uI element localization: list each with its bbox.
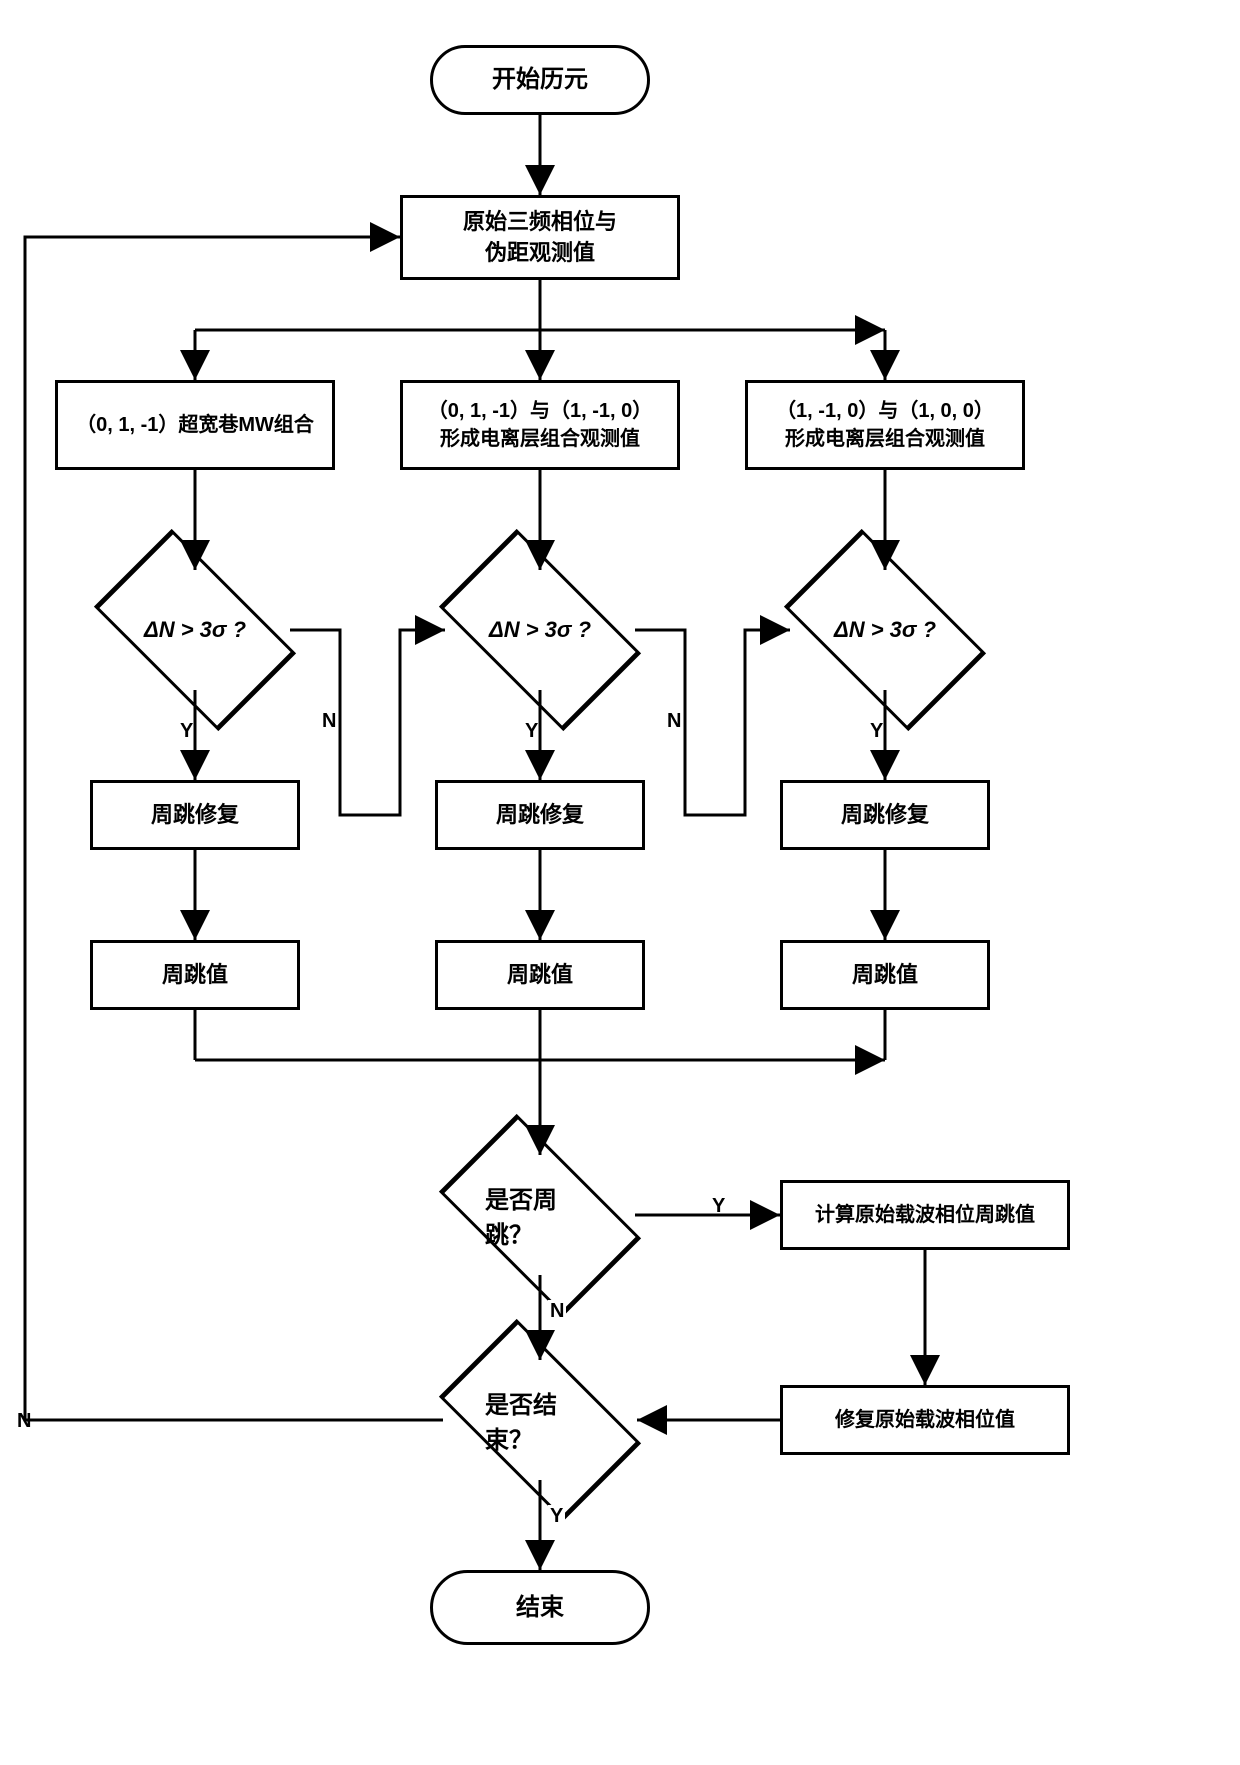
col3-obs-node: （1, -1, 0）与（1, 0, 0）形成电离层组合观测值 (745, 380, 1025, 470)
end-node: 结束 (430, 1570, 650, 1645)
col3-fix-node: 周跳修复 (780, 780, 990, 850)
calc-label: 计算原始载波相位周跳值 (815, 1201, 1035, 1229)
col2-fix-label: 周跳修复 (496, 800, 584, 831)
col2-fix-node: 周跳修复 (435, 780, 645, 850)
col1-obs-node: （0, 1, -1）超宽巷MW组合 (55, 380, 335, 470)
col3-decision-label: ΔN > 3σ ? (830, 575, 940, 685)
col2-obs-label: （0, 1, -1）与（1, -1, 0）形成电离层组合观测值 (428, 397, 653, 453)
col3-val-node: 周跳值 (780, 940, 990, 1010)
d3-yes-label: Y (868, 720, 885, 743)
col3-fix-label: 周跳修复 (841, 800, 929, 831)
col2-decision-label: ΔN > 3σ ? (485, 575, 595, 685)
raw-obs-node: 原始三频相位与伪距观测值 (400, 195, 680, 280)
is-slip-label: 是否周跳？ (485, 1160, 595, 1270)
col1-decision-label: ΔN > 3σ ? (140, 575, 250, 685)
d1-yes-label: Y (178, 720, 195, 743)
col2-val-label: 周跳值 (507, 960, 573, 991)
repair-node: 修复原始载波相位值 (780, 1385, 1070, 1455)
col1-fix-label: 周跳修复 (151, 800, 239, 831)
d2-yes-label: Y (523, 720, 540, 743)
col2-decision: ΔN > 3σ ? (485, 575, 595, 685)
col1-val-node: 周跳值 (90, 940, 300, 1010)
d1-no-label: N (320, 710, 338, 733)
col1-obs-label: （0, 1, -1）超宽巷MW组合 (76, 411, 314, 439)
raw-obs-label: 原始三频相位与伪距观测值 (463, 207, 617, 269)
slip-no-label: N (548, 1300, 566, 1323)
is-end-decision: 是否结束？ (485, 1365, 595, 1475)
is-slip-decision: 是否周跳？ (485, 1160, 595, 1270)
end-no-label: N (15, 1410, 33, 1433)
col2-obs-node: （0, 1, -1）与（1, -1, 0）形成电离层组合观测值 (400, 380, 680, 470)
col1-decision: ΔN > 3σ ? (140, 575, 250, 685)
col3-decision: ΔN > 3σ ? (830, 575, 940, 685)
col2-val-node: 周跳值 (435, 940, 645, 1010)
end-yes-label: Y (548, 1505, 565, 1528)
start-label: 开始历元 (492, 63, 588, 97)
slip-yes-label: Y (710, 1195, 727, 1218)
calc-node: 计算原始载波相位周跳值 (780, 1180, 1070, 1250)
start-node: 开始历元 (430, 45, 650, 115)
col1-fix-node: 周跳修复 (90, 780, 300, 850)
is-end-label: 是否结束？ (485, 1365, 595, 1475)
col1-val-label: 周跳值 (162, 960, 228, 991)
end-label: 结束 (516, 1591, 564, 1625)
col3-obs-label: （1, -1, 0）与（1, 0, 0）形成电离层组合观测值 (776, 397, 994, 453)
d2-no-label: N (665, 710, 683, 733)
col3-val-label: 周跳值 (852, 960, 918, 991)
repair-label: 修复原始载波相位值 (835, 1406, 1015, 1434)
